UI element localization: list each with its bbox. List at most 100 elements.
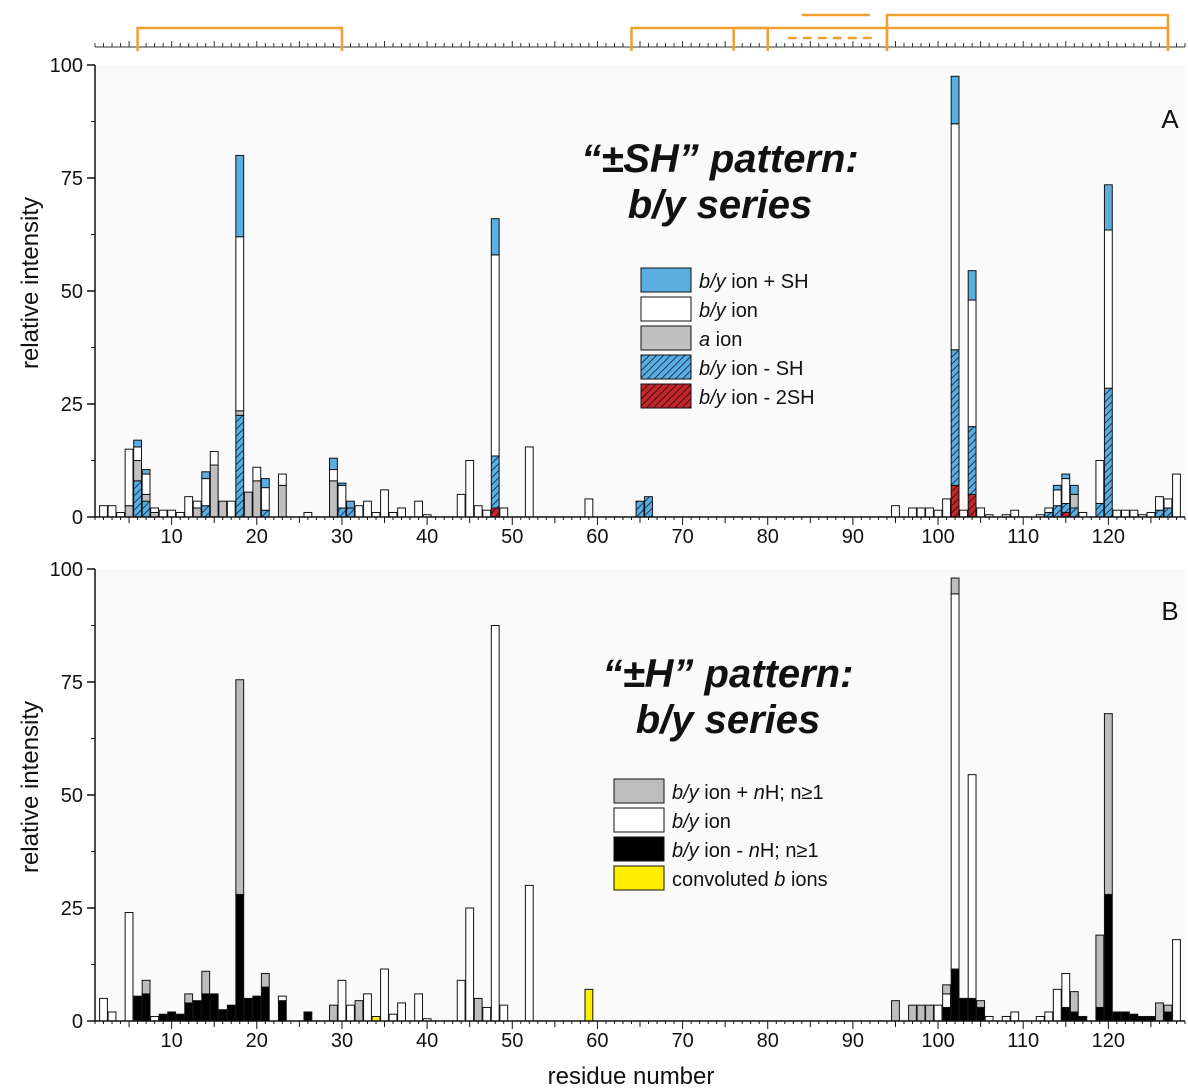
bar-a-37-ion xyxy=(397,507,406,518)
bar-a-46-ion xyxy=(473,505,483,518)
bar-a-114-minus-sh xyxy=(1052,505,1062,518)
x-tick-label-b: 60 xyxy=(586,1030,608,1052)
bar-a-116-a-ion xyxy=(1069,493,1079,509)
legend-label-convoluted: convoluted b ions xyxy=(672,869,828,891)
legend-swatch-ion xyxy=(613,807,665,833)
bar-b-116-plus-h xyxy=(1069,991,1079,1013)
bar-a-103-ion xyxy=(959,509,969,518)
bar-a-119-minus-sh xyxy=(1095,502,1105,518)
x-tick-label-a: 70 xyxy=(671,526,693,548)
x-tick-label-a: 110 xyxy=(1007,526,1039,548)
bar-b-47-ion xyxy=(482,1006,492,1022)
bar-b-59-convoluted xyxy=(584,988,594,1022)
y-tick-label-b: 100 xyxy=(50,559,83,581)
bar-a-47-ion xyxy=(482,509,492,518)
bar-a-115-plus-sh xyxy=(1061,473,1071,480)
legend-b: b/y ion + nH; n≥1 b/y ion b/y ion - nH; n≥… xyxy=(613,778,828,891)
bar-a-30-ion xyxy=(337,484,347,509)
y-tick-label-a: 0 xyxy=(72,507,83,529)
bar-a-9-ion xyxy=(158,509,168,518)
x-tick-label-b: 100 xyxy=(921,1030,954,1052)
bar-b-120-minus-h xyxy=(1103,893,1113,1022)
pattern-title-b-line2: b/y series xyxy=(636,698,821,742)
bar-a-19-a-ion xyxy=(243,491,253,518)
axes-b: 0 25 50 75 100 10 20 30 40 50 60 70 80 90 100 110 120 xyxy=(50,559,1186,1052)
legend-label-a-ion: a ion xyxy=(699,329,742,351)
bar-a-98-ion xyxy=(916,507,926,518)
bar-a-29-plus-sh xyxy=(329,457,338,471)
bar-b-101-plus-h xyxy=(942,984,951,995)
bar-b-102-minus-h xyxy=(950,968,960,1022)
bar-a-104-plus-sh xyxy=(967,270,977,301)
bar-b-37-ion xyxy=(397,1002,406,1022)
bar-a-8-ion xyxy=(150,507,160,513)
bar-a-7-plus-sh xyxy=(141,469,151,475)
disulfide-map xyxy=(94,13,1186,51)
bar-a-15-ion xyxy=(209,450,219,466)
bar-b-121-minus-h xyxy=(1112,1011,1122,1022)
bar-a-104-minus-2sh xyxy=(967,493,977,518)
bar-a-116-plus-sh xyxy=(1069,484,1079,495)
bar-b-104-ion xyxy=(967,774,977,999)
x-tick-label-b: 120 xyxy=(1092,1030,1125,1052)
y-tick-label-b: 25 xyxy=(61,898,83,920)
bar-a-48-minus-sh xyxy=(490,455,500,509)
legend-label-minus-h: b/y ion - nH; n≥1 xyxy=(672,840,819,862)
bar-a-105-ion xyxy=(976,507,986,518)
bar-a-6-a-ion xyxy=(133,460,142,482)
bar-b-33-ion xyxy=(363,993,372,1022)
panel-letter-a: A xyxy=(1161,104,1179,134)
bar-b-39-ion xyxy=(414,993,424,1022)
bar-a-31-minus-sh xyxy=(346,507,355,518)
bar-b-48-ion xyxy=(490,625,500,1022)
bar-a-14-minus-sh xyxy=(201,505,211,518)
bar-a-95-ion xyxy=(891,505,900,518)
bar-a-23-a-ion xyxy=(277,484,287,518)
x-tick-label-b: 30 xyxy=(331,1030,353,1052)
legend-swatch-ion xyxy=(640,296,692,322)
bar-a-126-minus-sh xyxy=(1155,509,1164,518)
bar-b-7-plus-h xyxy=(141,979,151,995)
bar-b-12-minus-h xyxy=(184,1002,194,1022)
bar-b-31-ion xyxy=(346,1004,355,1022)
bar-a-39-ion xyxy=(414,500,424,518)
x-tick-label-a: 90 xyxy=(842,526,864,548)
bar-b-104-minus-h xyxy=(967,997,977,1022)
bar-b-10-minus-h xyxy=(167,1011,177,1022)
y-tick-label-a: 50 xyxy=(61,281,83,303)
bar-a-120-ion xyxy=(1103,229,1113,389)
bar-b-2-ion xyxy=(99,997,108,1022)
bar-a-17-ion xyxy=(226,500,236,518)
y-tick-label-b: 75 xyxy=(61,672,83,694)
bar-b-98-plus-h xyxy=(916,1004,926,1022)
bar-a-102-minus-sh xyxy=(950,349,960,486)
bar-a-18-ion xyxy=(235,236,245,412)
bar-a-16-a-ion xyxy=(218,500,228,518)
bar-b-127-plus-h xyxy=(1163,1004,1173,1013)
bar-a-48-minus-2sh xyxy=(490,507,500,518)
bar-b-6-minus-h xyxy=(133,995,142,1022)
bar-b-109-ion xyxy=(1010,1011,1020,1022)
bar-b-116-minus-h xyxy=(1069,1011,1079,1022)
y-tick-label-b: 50 xyxy=(61,785,83,807)
bar-b-122-minus-h xyxy=(1120,1011,1130,1022)
bar-a-21-ion xyxy=(260,487,270,511)
bar-a-14-ion xyxy=(201,478,211,507)
bar-a-115-ion xyxy=(1061,478,1071,504)
bar-a-52-ion xyxy=(524,446,534,518)
x-tick-label-b: 10 xyxy=(161,1030,183,1052)
bar-a-122-ion xyxy=(1120,509,1130,518)
bar-b-14-minus-h xyxy=(201,993,211,1022)
bar-b-113-ion xyxy=(1044,1011,1054,1022)
bar-a-102-ion xyxy=(950,123,960,351)
legend-swatch-minus-h xyxy=(613,836,665,862)
bar-a-18-plus-sh xyxy=(235,154,245,238)
bar-b-21-plus-h xyxy=(260,973,270,988)
bar-b-95-plus-h xyxy=(891,1000,900,1022)
bar-b-18-minus-h xyxy=(235,893,245,1022)
bar-b-101-minus-h xyxy=(942,1006,951,1022)
bar-a-20-ion xyxy=(252,466,262,482)
bar-a-29-ion xyxy=(329,469,338,482)
bar-a-121-ion xyxy=(1112,509,1122,518)
